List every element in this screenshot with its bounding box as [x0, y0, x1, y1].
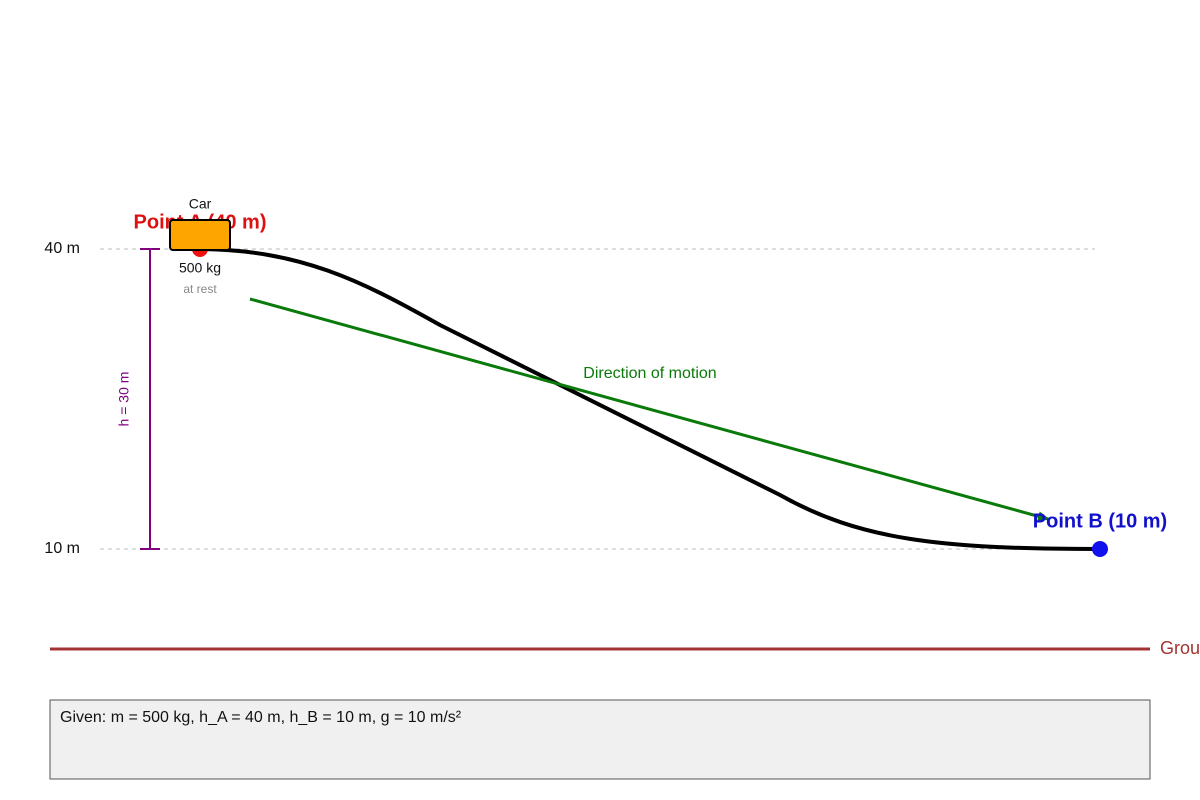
given-text: Given: m = 500 kg, h_A = 40 m, h_B = 10 … [60, 709, 462, 726]
point-b-label: Point B (10 m) [1033, 510, 1167, 532]
motion-label: Direction of motion [583, 365, 716, 382]
car-label: Car [189, 196, 212, 212]
point-b [1092, 541, 1108, 557]
ground-label: Ground [1160, 638, 1200, 658]
car-mass: 500 kg [179, 260, 221, 276]
given-box [49, 699, 1151, 780]
level-label: 40 m [44, 240, 80, 257]
track [199, 247, 1101, 551]
car [169, 219, 231, 251]
height-label: h = 30 m [116, 372, 132, 427]
motion-arrow [249, 297, 1050, 522]
height-bracket [140, 248, 160, 550]
car-state: at rest [183, 282, 217, 296]
level-label: 10 m [44, 540, 80, 557]
